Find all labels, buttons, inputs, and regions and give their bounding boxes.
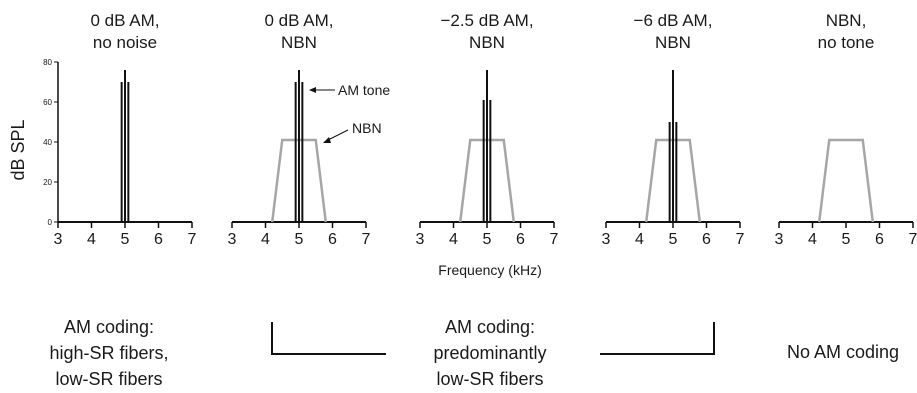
x-tick-label: 4: [261, 231, 270, 248]
panel-title-line: no noise: [93, 33, 157, 52]
panel-2: 0 dB AM, NBN 3 4 5 6 7 AM tone NBN: [228, 11, 391, 248]
y-tick-label: 60: [43, 98, 52, 107]
x-tick-label: 6: [875, 231, 884, 248]
panel-1: 0 dB AM, no noise 3 4 5 6 7 0 20 40 60 80: [43, 11, 196, 248]
x-tick-label: 4: [449, 231, 458, 248]
panel-title-line: −6 dB AM,: [634, 11, 713, 30]
tone-arrow-head: [309, 87, 316, 93]
x-tick-label: 7: [188, 231, 197, 248]
panel-5: NBN, no tone 3 4 5 6 7: [775, 11, 917, 248]
x-tick-label: 7: [736, 231, 745, 248]
coding-middle-line: AM coding:: [445, 317, 535, 337]
x-tick-label: 5: [669, 231, 678, 248]
x-tick-label: 3: [775, 231, 784, 248]
coding-left-line: AM coding:: [64, 317, 154, 337]
y-tick-label: 0: [48, 218, 53, 227]
bracket-right: [600, 322, 715, 355]
x-tick-label: 7: [550, 231, 559, 248]
x-axis-label: Frequency (kHz): [438, 262, 541, 278]
x-tick-label: 5: [295, 231, 304, 248]
x-tick-label: 5: [483, 231, 492, 248]
tone-annotation: AM tone: [338, 82, 390, 98]
x-tick-label: 4: [87, 231, 96, 248]
noise-arrow-head: [323, 137, 331, 143]
panel-title-line: NBN: [655, 33, 691, 52]
coding-middle-line: low-SR fibers: [436, 369, 543, 389]
coding-middle-line: predominantly: [433, 343, 546, 363]
coding-left-line: high-SR fibers,: [49, 343, 168, 363]
coding-right-line: No AM coding: [787, 342, 899, 362]
bracket-left: [271, 322, 386, 355]
noise-annotation: NBN: [352, 120, 382, 136]
x-tick-label: 4: [635, 231, 644, 248]
x-tick-label: 6: [516, 231, 525, 248]
panel-title-line: −2.5 dB AM,: [440, 11, 533, 30]
y-tick-label: 80: [43, 58, 52, 67]
y-tick-label: 20: [43, 178, 52, 187]
panel-title-line: NBN,: [826, 11, 867, 30]
panel-title-line: 0 dB AM,: [265, 11, 334, 30]
x-tick-label: 7: [362, 231, 371, 248]
y-axis-label: dB SPL: [8, 119, 28, 180]
coding-left-line: low-SR fibers: [55, 369, 162, 389]
panel-3: −2.5 dB AM, NBN 3 4 5 6 7: [416, 11, 559, 248]
x-tick-label: 6: [702, 231, 711, 248]
x-tick-label: 5: [121, 231, 130, 248]
x-tick-label: 3: [416, 231, 425, 248]
x-tick-label: 3: [54, 231, 63, 248]
x-tick-label: 6: [154, 231, 163, 248]
x-tick-label: 3: [602, 231, 611, 248]
y-tick-label: 40: [43, 138, 52, 147]
x-tick-label: 4: [808, 231, 817, 248]
panel-title-line: no tone: [818, 33, 875, 52]
x-tick-label: 7: [909, 231, 917, 248]
x-tick-label: 5: [842, 231, 851, 248]
x-tick-label: 3: [228, 231, 237, 248]
x-tick-label: 6: [328, 231, 337, 248]
panel-title-line: NBN: [469, 33, 505, 52]
panel-4: −6 dB AM, NBN 3 4 5 6 7: [602, 11, 745, 248]
panel-title-line: NBN: [281, 33, 317, 52]
panel-title-line: 0 dB AM,: [91, 11, 160, 30]
noise-band: [817, 138, 875, 223]
